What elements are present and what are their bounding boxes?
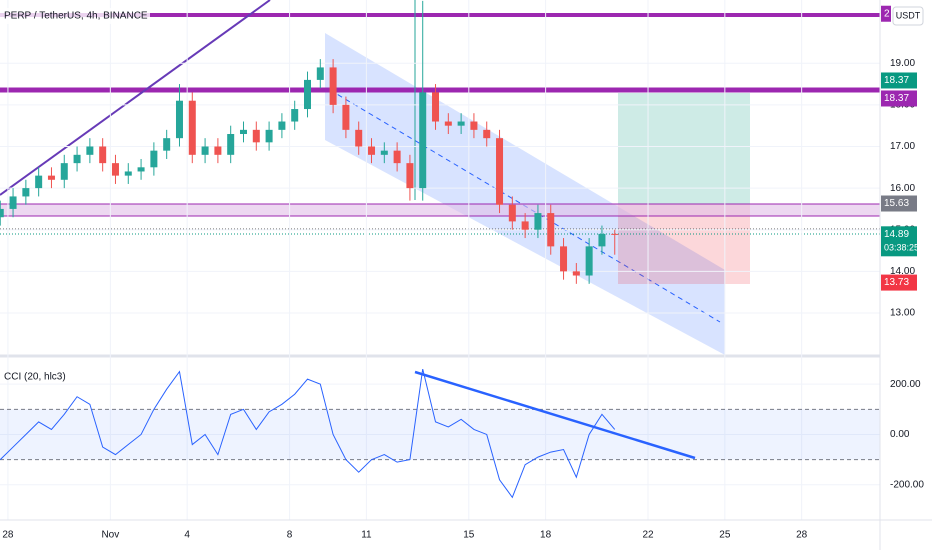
candle-body <box>560 246 568 272</box>
price-label-bg <box>881 195 917 212</box>
x-tick-label: 11 <box>361 530 372 541</box>
candle-body <box>444 121 452 126</box>
cci-trend-line <box>414 370 696 460</box>
chart-title: PERP / TetherUS, 4h, BINANCE <box>4 11 148 22</box>
price-label-bg <box>881 72 917 89</box>
title-bg <box>0 8 150 24</box>
trend-line <box>0 0 271 196</box>
candle-body <box>252 129 260 143</box>
candle-body <box>265 129 273 143</box>
x-tick-label: 4 <box>184 530 190 541</box>
candle-body <box>419 92 427 189</box>
candle-body <box>86 146 94 155</box>
candle-body <box>188 100 196 155</box>
price-label: 18.37 <box>884 75 909 86</box>
candle-body <box>304 79 312 110</box>
candle-body <box>47 175 55 180</box>
x-tick-label: Nov <box>101 530 119 541</box>
candle-body <box>316 67 324 80</box>
y-tick-label: 14.00 <box>890 266 915 277</box>
candle-body <box>483 129 491 139</box>
candle-body <box>521 221 529 230</box>
candle-body <box>611 233 619 235</box>
candle-body <box>9 196 17 209</box>
candle-body <box>278 121 286 130</box>
candle-body <box>22 188 30 197</box>
candle-body <box>572 271 580 276</box>
x-tick-label: 22 <box>642 530 654 541</box>
candle-body <box>368 146 376 155</box>
x-tick-label: 28 <box>796 530 808 541</box>
candle-body <box>355 129 363 147</box>
currency-label[interactable]: USDT <box>896 10 921 20</box>
candle-body <box>239 129 247 135</box>
price-label-bg <box>881 226 917 257</box>
candle-body <box>393 150 401 164</box>
candle-body <box>432 92 440 122</box>
x-tick-label: 28 <box>2 530 14 541</box>
currency-button[interactable] <box>892 6 924 26</box>
candle-body <box>124 171 132 176</box>
candle-body <box>380 150 388 155</box>
indicator-title: CCI (20, hlc3) <box>4 372 66 383</box>
candle-body <box>470 121 478 130</box>
candle-body <box>329 67 337 105</box>
price-label: 13.73 <box>884 277 909 288</box>
candle-body <box>175 100 183 139</box>
band-fill <box>0 409 880 460</box>
candle-body <box>60 163 68 180</box>
candle-body <box>163 138 171 151</box>
y-tick-label: 0.00 <box>890 429 910 440</box>
price-label: 2 <box>884 8 890 19</box>
candle-body <box>508 204 516 222</box>
candle-body <box>496 138 504 205</box>
cci-pane <box>0 358 880 520</box>
y-tick-label: -200.00 <box>890 479 924 490</box>
cci-line <box>0 368 616 499</box>
candle-body <box>214 146 222 155</box>
countdown: 03:38:25 <box>884 243 919 253</box>
candle-body <box>406 163 414 189</box>
y-tick-label: 13.00 <box>890 308 915 319</box>
candle-body <box>99 146 107 164</box>
candle-body <box>585 246 593 276</box>
candle-body <box>534 213 542 230</box>
price-label: 18.37 <box>884 93 909 104</box>
price-label: 14.89 <box>884 229 909 240</box>
price-label: 15.63 <box>884 198 909 209</box>
target-zone <box>618 93 750 204</box>
price-label-bg <box>881 5 891 22</box>
x-tick-label: 8 <box>287 530 293 541</box>
x-tick-label: 25 <box>719 530 731 541</box>
x-tick-label: 15 <box>463 530 475 541</box>
candle-body <box>227 134 235 155</box>
candle-body <box>457 121 465 126</box>
candle-body <box>35 175 43 189</box>
candle-body <box>201 146 209 155</box>
candle-body <box>0 208 4 218</box>
support-zone <box>0 203 881 217</box>
candle-body <box>73 154 81 164</box>
price-label-bg <box>881 274 917 291</box>
price-label-bg <box>881 90 917 107</box>
candle-body <box>291 109 299 122</box>
candle-body <box>598 233 606 247</box>
x-tick-label: 18 <box>540 530 552 541</box>
y-tick-label: 16.00 <box>890 183 915 194</box>
candle-body <box>150 150 158 168</box>
candle-body <box>342 104 350 130</box>
y-tick-label: 200.00 <box>890 379 921 390</box>
candle-body <box>547 213 555 247</box>
candle-body <box>111 163 119 176</box>
candle-body <box>137 167 145 172</box>
y-tick-label: 19.00 <box>890 58 915 69</box>
stop-zone <box>618 204 750 284</box>
y-tick-label: 17.00 <box>890 141 915 152</box>
